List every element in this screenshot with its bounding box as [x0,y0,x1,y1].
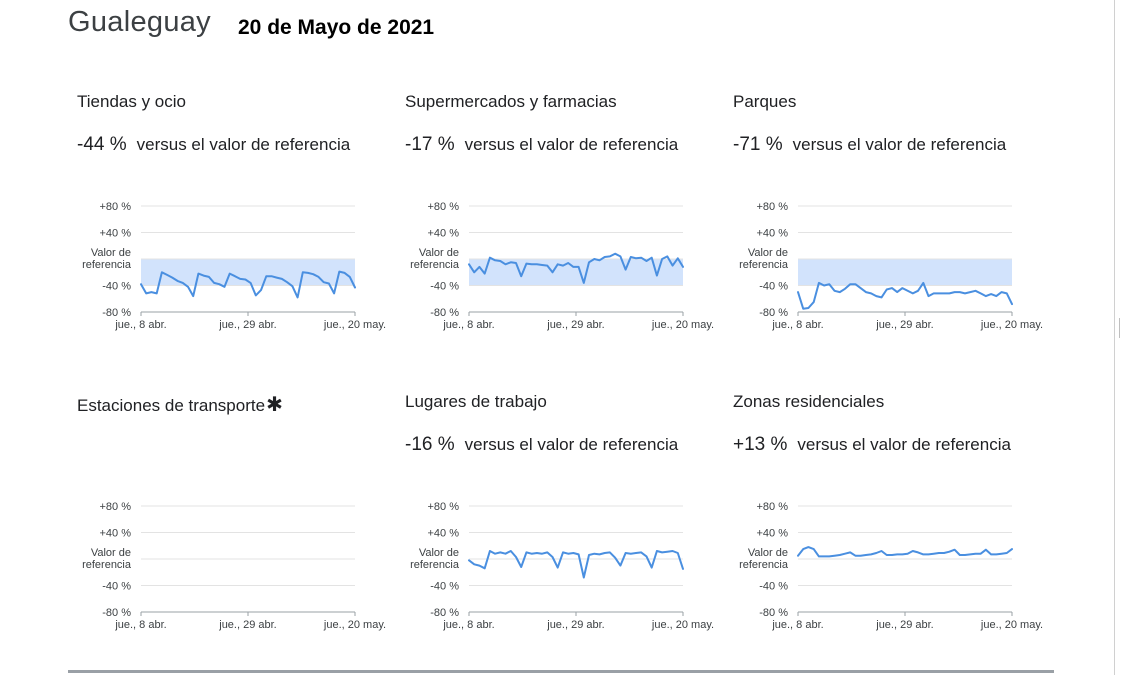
panel-trabajo: Lugares de trabajo -16 % versus el valor … [405,392,725,652]
y-tick-label: +40 % [100,228,132,240]
y-reference-label: Valor de [419,547,459,559]
y-tick-label: -80 % [430,307,459,319]
x-tick-label: jue., 8 abr. [442,319,494,331]
x-tick-label: jue., 8 abr. [771,319,823,331]
pct-row: -17 % versus el valor de referencia [405,134,678,156]
panel-supermercados: Supermercados y farmacias -17 % versus el… [405,92,725,352]
panel-transporte: Estaciones de transporte✱ [77,392,397,652]
pct-row: +13 % versus el valor de referencia [733,434,1011,456]
y-tick-label: +80 % [757,501,789,513]
y-tick-label: -80 % [102,607,131,619]
x-tick-label: jue., 29 abr. [218,319,277,331]
y-tick-label: -80 % [759,607,788,619]
report-date: 20 de Mayo de 2021 [238,16,435,39]
panel-title: Tiendas y ocio [77,92,186,111]
series-line [468,550,684,579]
y-tick-label: +80 % [428,201,460,213]
pct-row: -16 % versus el valor de referencia [405,434,678,456]
y-reference-label: Valor de [419,247,459,259]
y-tick-label: -40 % [102,281,131,293]
y-tick-label: -80 % [102,307,131,319]
x-tick-label: jue., 29 abr. [546,319,605,331]
panel-title-text: Estaciones de transporte [77,396,266,415]
y-tick-label: +80 % [428,501,460,513]
y-reference-label: Valor de [748,547,788,559]
pct-value: -71 % [733,134,783,155]
x-tick-label: jue., 8 abr. [114,619,166,631]
reference-band [798,259,1012,286]
series-line [797,546,1013,558]
panel-title: Supermercados y farmacias [405,92,617,111]
x-tick-label: jue., 29 abr. [875,619,934,631]
x-tick-label: jue., 20 may. [980,319,1043,331]
panel-title: Parques [733,92,797,111]
panel-residenciales: Zonas residenciales +13 % versus el valor… [733,392,1053,652]
series-line [140,270,356,299]
y-tick-label: +40 % [100,528,132,540]
y-tick-label: +40 % [428,228,460,240]
place-title: Gualeguay [68,6,211,38]
y-tick-label: -80 % [759,307,788,319]
y-tick-label: -40 % [759,281,788,293]
pct-value: +13 % [733,434,788,455]
y-reference-label: Valor de [748,247,788,259]
y-tick-label: +80 % [757,201,789,213]
pct-description: versus el valor de referencia [136,135,351,154]
y-tick-label: +80 % [100,501,132,513]
pct-row: -71 % versus el valor de referencia [733,134,1006,156]
bottom-divider [68,670,1054,673]
x-tick-label: jue., 20 may. [323,619,386,631]
y-reference-label: Valor de [91,547,131,559]
x-tick-label: jue., 8 abr. [442,619,494,631]
x-tick-label: jue., 29 abr. [218,619,277,631]
y-tick-label: -40 % [759,581,788,593]
y-tick-label: +40 % [757,228,789,240]
y-reference-label: referencia [82,559,132,571]
y-tick-label: +80 % [100,201,132,213]
y-tick-label: -40 % [102,581,131,593]
y-reference-label: referencia [739,259,789,271]
pct-value: -17 % [405,134,455,155]
y-reference-label: referencia [82,259,132,271]
panel-title: Estaciones de transporte✱ [77,392,283,417]
y-reference-label: Valor de [91,247,131,259]
x-tick-label: jue., 8 abr. [114,319,166,331]
x-tick-label: jue., 8 abr. [771,619,823,631]
x-tick-label: jue., 20 may. [651,319,714,331]
pct-description: versus el valor de referencia [464,435,679,454]
pct-value: -16 % [405,434,455,455]
frame-border [1114,0,1115,675]
x-tick-label: jue., 20 may. [980,619,1043,631]
pct-description: versus el valor de referencia [792,135,1007,154]
y-reference-label: referencia [410,559,460,571]
y-tick-label: -40 % [430,281,459,293]
pct-description: versus el valor de referencia [797,435,1011,454]
y-tick-label: -80 % [430,607,459,619]
y-tick-label: -40 % [430,581,459,593]
scroll-handle[interactable] [1119,318,1120,338]
x-tick-label: jue., 20 may. [651,619,714,631]
series-line [468,252,684,284]
asterisk-icon: ✱ [266,394,283,416]
panel-tiendas: Tiendas y ocio -44 % versus el valor de r… [77,92,397,352]
pct-value: -44 % [77,134,127,155]
reference-band [469,259,683,286]
x-tick-label: jue., 20 may. [323,319,386,331]
panel-title: Lugares de trabajo [405,392,547,411]
pct-row: -44 % versus el valor de referencia [77,134,350,156]
y-tick-label: +40 % [428,528,460,540]
x-tick-label: jue., 29 abr. [875,319,934,331]
panel-parques: Parques -71 % versus el valor de referenc… [733,92,1053,352]
y-reference-label: referencia [410,259,460,271]
y-tick-label: +40 % [757,528,789,540]
series-line [797,281,1013,310]
panel-title: Zonas residenciales [733,392,885,411]
pct-description: versus el valor de referencia [464,135,679,154]
x-tick-label: jue., 29 abr. [546,619,605,631]
y-reference-label: referencia [739,559,789,571]
